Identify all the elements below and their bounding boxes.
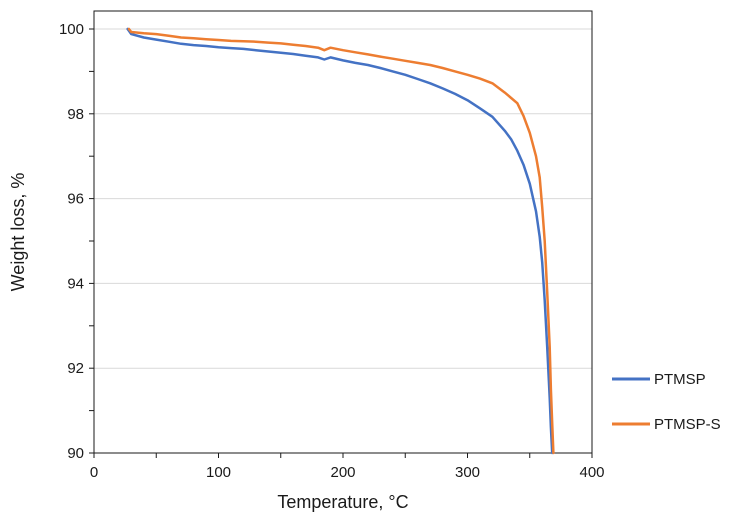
y-tick-labels: 90 92 94 96 98 100 bbox=[59, 21, 84, 462]
x-tick-labels: 0 100 200 300 400 bbox=[90, 464, 605, 481]
legend: PTMSP PTMSP-S bbox=[612, 371, 721, 433]
legend-label: PTMSP bbox=[654, 371, 706, 388]
legend-item: PTMSP bbox=[612, 371, 706, 388]
axis-ticks bbox=[89, 28, 593, 458]
y-tick-label: 100 bbox=[59, 21, 84, 38]
y-tick-label: 98 bbox=[67, 106, 84, 123]
legend-item: PTMSP-S bbox=[612, 416, 721, 433]
x-tick-label: 100 bbox=[206, 464, 231, 481]
y-tick-label: 90 bbox=[67, 445, 84, 462]
gridlines bbox=[94, 28, 592, 369]
y-tick-label: 92 bbox=[67, 360, 84, 377]
plot-frame bbox=[93, 10, 593, 454]
series-line-ptmsp-s bbox=[127, 27, 555, 455]
x-tick-label: 0 bbox=[90, 464, 98, 481]
x-tick-label: 200 bbox=[330, 464, 355, 481]
y-tick-label: 96 bbox=[67, 191, 84, 208]
y-tick-label: 94 bbox=[67, 275, 84, 292]
series-line-ptmsp bbox=[126, 27, 554, 455]
y-axis-title: Weight loss, % bbox=[8, 173, 28, 292]
legend-label: PTMSP-S bbox=[654, 416, 721, 433]
x-tick-label: 300 bbox=[455, 464, 480, 481]
x-axis-title: Temperature, °C bbox=[277, 492, 408, 512]
series-lines bbox=[126, 27, 555, 455]
x-tick-label: 400 bbox=[579, 464, 604, 481]
